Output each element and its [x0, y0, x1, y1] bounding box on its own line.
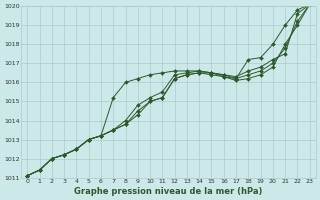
- X-axis label: Graphe pression niveau de la mer (hPa): Graphe pression niveau de la mer (hPa): [74, 187, 263, 196]
